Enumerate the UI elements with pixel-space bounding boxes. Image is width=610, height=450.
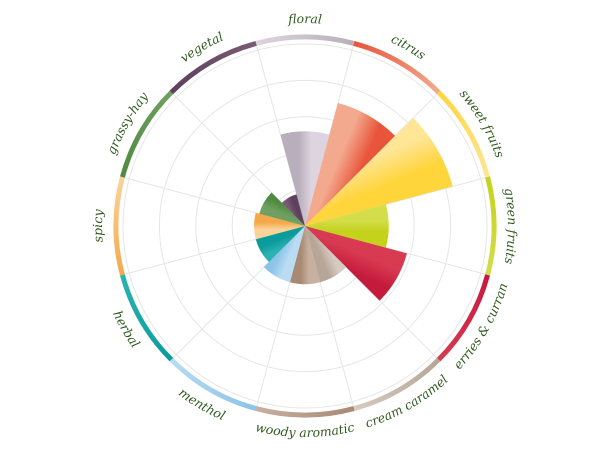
wedge-sweet-fruits	[305, 117, 453, 226]
ring-segment-berries-currant	[436, 274, 490, 362]
wedge-layer	[254, 102, 453, 301]
wedge-menthol	[263, 226, 305, 283]
wedge-herbal	[255, 226, 305, 263]
ring-segment-grassy-hay	[120, 90, 174, 178]
ring-segment-woody-aromatic	[255, 406, 355, 418]
ring-segment-green-fruits	[485, 176, 497, 276]
ring-segment-herbal	[120, 274, 174, 362]
outer-ring-layer	[113, 34, 497, 418]
ring-segment-cream-caramel	[353, 357, 441, 411]
ring-segment-spicy	[113, 176, 125, 276]
grid-spoke	[255, 43, 306, 227]
wedge-cream-caramel	[305, 226, 347, 283]
label-woody-aromatic: woody aromatic	[254, 419, 356, 440]
ring-segment-sweet-fruits	[436, 90, 490, 178]
ring-segment-citrus	[353, 41, 441, 95]
wedge-grassy-hay	[259, 192, 305, 226]
ring-segment-menthol	[169, 357, 257, 411]
grid-ring	[195, 116, 415, 336]
wedge-vegetal	[281, 194, 305, 226]
wedge-woody-aromatic	[289, 226, 321, 285]
wedge-floral	[280, 131, 330, 226]
label-spicy: spicy	[90, 208, 106, 243]
wedge-spicy	[254, 212, 305, 240]
ring-segment-vegetal	[169, 41, 257, 95]
wedge-berries-currant	[305, 226, 407, 301]
wedge-green-fruits	[305, 204, 389, 248]
grid-ring	[158, 79, 452, 373]
label-floral: floral	[287, 11, 323, 27]
label-menthol: menthol	[176, 385, 227, 423]
label-green-fruits: green fruits	[502, 187, 520, 266]
wedge-citrus	[305, 102, 396, 226]
grid-ring	[122, 43, 488, 409]
ring-segment-floral	[255, 34, 355, 46]
